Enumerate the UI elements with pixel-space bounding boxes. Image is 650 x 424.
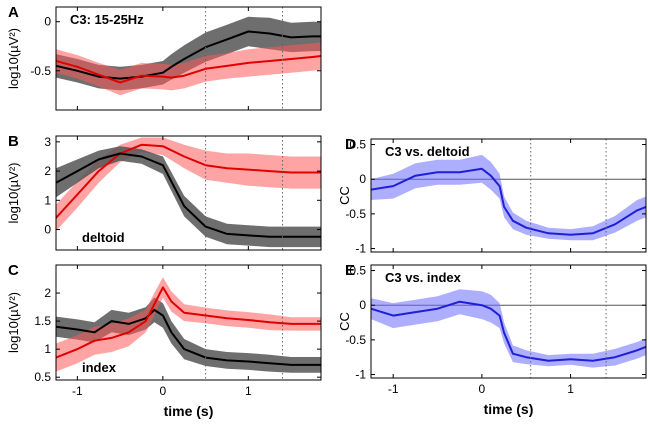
ytick-label-e-1: -0.5 (345, 333, 366, 347)
line-a-red (56, 55, 321, 84)
ytick-label-e-3: 0.5 (349, 264, 366, 278)
line-c-red (56, 286, 321, 359)
line-c-black (56, 308, 321, 366)
axes-frame-c (55, 264, 322, 381)
panel-letter-a: A (8, 4, 19, 21)
series-group-e (371, 289, 646, 368)
panel-e: -1 -0.5 0 0.5 -1 0 1 time (s) CC C3 vs. index E (337, 262, 647, 417)
xtick-label-c-0: -1 (72, 384, 83, 398)
series-group-b (56, 137, 321, 248)
panel-title-b: deltoid (82, 230, 125, 245)
axes-frame-b (55, 135, 322, 251)
panel-letter-e: E (345, 262, 355, 279)
ytick-label-d-0: -1 (355, 242, 366, 256)
ylabel-c: log10(µV²) (6, 292, 21, 353)
series-group-d (371, 154, 646, 241)
xtick-label-e-0: -1 (388, 382, 399, 396)
band-c-black (56, 297, 321, 373)
ytick-label-d-2: 0 (359, 172, 366, 186)
band-d-blue (371, 154, 646, 241)
ytick-label-b-1: 1 (44, 193, 51, 207)
ytick-label-a-1: 0 (44, 15, 51, 29)
panel-letter-b: B (8, 133, 19, 150)
ylabel-d: CC (337, 186, 352, 205)
panel-title-e: C3 vs. index (385, 270, 462, 285)
line-d-blue (371, 167, 646, 236)
panel-title-a: C3: 15-25Hz (70, 12, 144, 27)
panel-c: 0.5 1 1.5 2 -1 0 1 time (s) log10(µV²) index C (6, 262, 322, 419)
ylabel-e: CC (337, 312, 352, 331)
axes-frame-e (370, 264, 647, 379)
ylabel-a: log10(µV²) (6, 28, 21, 89)
ytick-label-e-2: 0 (359, 298, 366, 312)
xtick-label-e-1: 0 (479, 382, 486, 396)
panel-a: -0.5 0 log10(µV²) C3: 15-25Hz A (6, 4, 322, 111)
ytick-label-d-3: 0.5 (349, 138, 366, 152)
series-group-a (56, 16, 321, 96)
line-e-blue (371, 300, 646, 362)
ytick-label-c-2: 1.5 (34, 314, 51, 328)
line-b-black (56, 152, 321, 238)
band-c-red (56, 277, 321, 372)
ytick-label-a-0: -0.5 (30, 64, 51, 78)
ytick-label-c-1: 1 (44, 342, 51, 356)
xlabel-c: time (s) (164, 403, 214, 419)
panel-letter-d: D (345, 136, 356, 153)
axes-frame-d (370, 138, 647, 253)
panel-b: 0 1 2 3 log10(µV²) deltoid B (6, 133, 322, 251)
xtick-label-c-2: 1 (245, 384, 252, 398)
ytick-label-d-1: -0.5 (345, 207, 366, 221)
xtick-label-e-2: 1 (567, 382, 574, 396)
panel-letter-c: C (8, 262, 19, 279)
axes-frame-a (55, 6, 322, 111)
panel-title-d: C3 vs. deltoid (385, 144, 470, 159)
series-group-c (56, 277, 321, 373)
ytick-label-c-3: 2 (44, 286, 51, 300)
ytick-label-e-0: -1 (355, 368, 366, 382)
xlabel-e: time (s) (484, 401, 534, 417)
xtick-label-c-1: 0 (160, 384, 167, 398)
panel-d: -1 -0.5 0 0.5 CC C3 vs. deltoid D (337, 136, 647, 256)
line-b-red (56, 143, 321, 219)
ytick-label-b-2: 2 (44, 164, 51, 178)
ytick-label-b-0: 0 (44, 223, 51, 237)
panel-title-c: index (82, 360, 117, 375)
ytick-label-b-3: 3 (44, 135, 51, 149)
ylabel-b: log10(µV²) (6, 163, 21, 224)
ytick-label-c-0: 0.5 (34, 370, 51, 384)
